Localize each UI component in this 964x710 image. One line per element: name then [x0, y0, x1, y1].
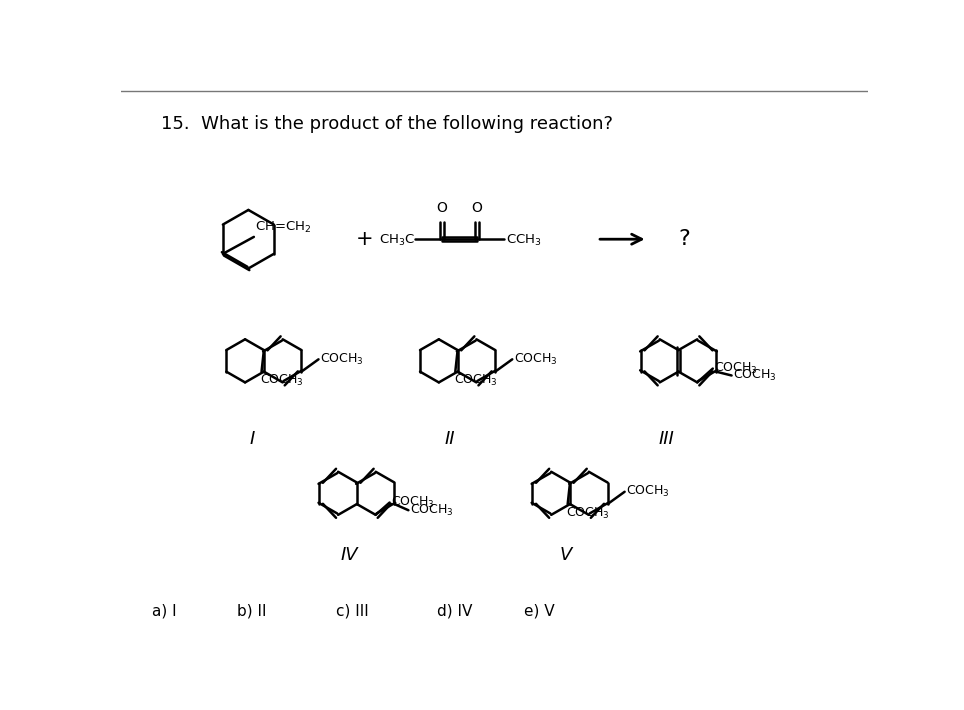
Text: COCH$_3$: COCH$_3$	[454, 373, 497, 388]
Text: COCH$_3$: COCH$_3$	[627, 484, 670, 499]
Text: II: II	[444, 430, 455, 449]
Text: COCH$_3$: COCH$_3$	[410, 503, 454, 518]
Text: e) V: e) V	[523, 604, 554, 618]
Text: a) I: a) I	[151, 604, 176, 618]
Text: O: O	[471, 200, 482, 214]
Text: CCH$_3$: CCH$_3$	[506, 233, 542, 248]
Text: COCH$_3$: COCH$_3$	[391, 495, 435, 510]
Text: COCH$_3$: COCH$_3$	[260, 373, 304, 388]
Text: ?: ?	[679, 229, 690, 249]
Text: +: +	[356, 229, 373, 249]
Text: COCH$_3$: COCH$_3$	[320, 351, 363, 367]
Text: d) IV: d) IV	[437, 604, 472, 618]
Text: III: III	[659, 430, 675, 449]
Text: IV: IV	[340, 546, 358, 564]
Text: COCH$_3$: COCH$_3$	[566, 506, 610, 520]
Text: COCH$_3$: COCH$_3$	[714, 361, 758, 376]
Text: COCH$_3$: COCH$_3$	[734, 368, 777, 383]
Text: 15.  What is the product of the following reaction?: 15. What is the product of the following…	[161, 115, 613, 133]
Text: V: V	[560, 546, 573, 564]
Text: O: O	[437, 200, 447, 214]
Text: c) III: c) III	[335, 604, 368, 618]
Text: b) II: b) II	[237, 604, 266, 618]
Text: I: I	[250, 430, 254, 449]
Text: CH=CH$_2$: CH=CH$_2$	[255, 220, 312, 235]
Text: COCH$_3$: COCH$_3$	[514, 351, 557, 367]
Text: CH$_3$C: CH$_3$C	[379, 233, 415, 248]
